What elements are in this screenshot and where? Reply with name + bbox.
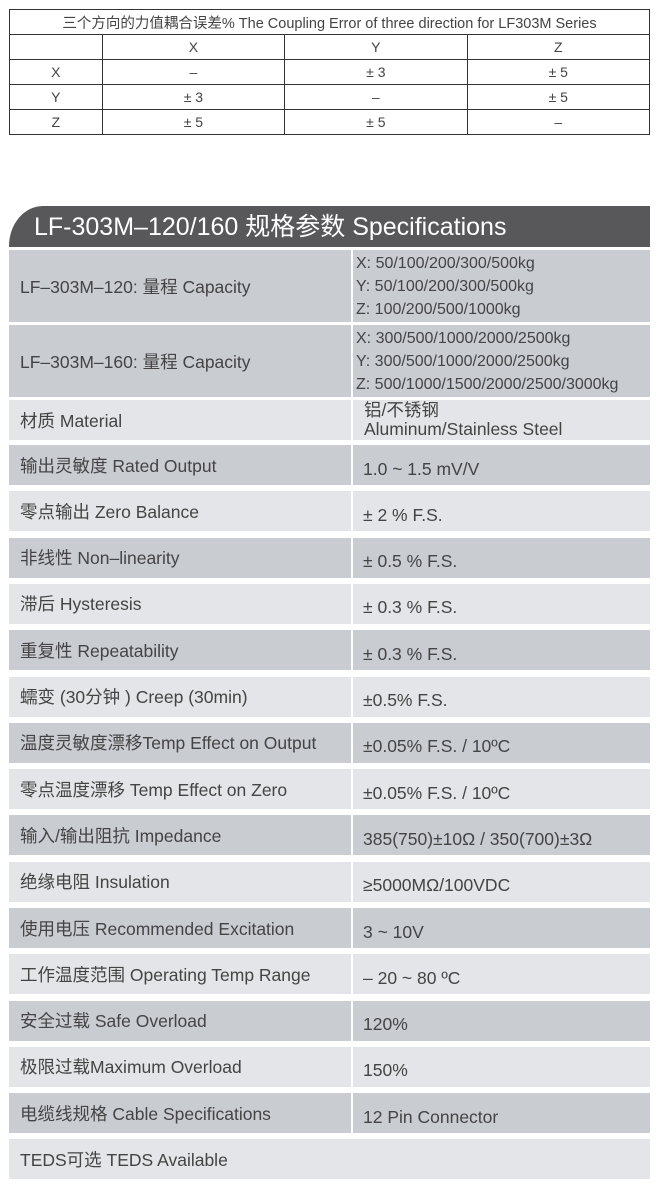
spec-row: 滞后 Hysteresis ± 0.3 % F.S. (9, 583, 650, 624)
capacity-x: X: 300/500/1000/2000/2500kg (356, 329, 571, 347)
spec-row-teds: TEDS可选 TEDS Available (9, 1139, 650, 1179)
spec-value: 3 ~ 10V (363, 921, 424, 942)
spec-label: 输出灵敏度 Rated Output (9, 445, 353, 485)
spec-row: 安全过载 Safe Overload 120% (9, 1000, 650, 1041)
spec-value: 120% (363, 1014, 408, 1035)
spec-row: 重复性 Repeatability ± 0.3 % F.S. (9, 630, 650, 671)
spec-row: 输入/输出阻抗 Impedance 385(750)±10Ω / 350(700)… (9, 815, 650, 856)
table-cell: – (284, 84, 468, 110)
coupling-table-title: 三个方向的力值耦合误差% The Coupling Error of three… (9, 9, 650, 35)
table-row: Z ± 5 ± 5 – (9, 109, 651, 135)
table-cell: ± 5 (466, 84, 651, 110)
spec-label: 温度灵敏度漂移Temp Effect on Output (9, 722, 353, 763)
spec-value: ± 0.3 % F.S. (363, 643, 458, 664)
table-cell: ± 3 (284, 59, 468, 85)
spec-row: 极限过载Maximum Overload 150% (9, 1046, 650, 1087)
spec-label: 重复性 Repeatability (9, 630, 353, 671)
header-cell: Z (466, 34, 651, 60)
capacity-y: Y: 50/100/200/300/500kg (356, 277, 534, 295)
table-cell: X (9, 59, 103, 85)
spec-label: LF–303M–120: 量程 Capacity (9, 250, 353, 322)
table-cell: Z (9, 109, 103, 135)
spec-value: ± 2 % F.S. (363, 504, 443, 525)
spec-label: 零点温度漂移 Temp Effect on Zero (9, 769, 353, 810)
spec-row: 零点输出 Zero Balance ± 2 % F.S. (9, 491, 650, 532)
coupling-error-table: 三个方向的力值耦合误差% The Coupling Error of three… (9, 9, 651, 135)
specifications-title: LF-303M–120/160 规格参数 Specifications (9, 206, 650, 247)
spec-label: 滞后 Hysteresis (9, 583, 353, 624)
material-cn: 铝/不锈钢 (364, 400, 439, 420)
spec-row: 输出灵敏度 Rated Output 1.0 ~ 1.5 mV/V (9, 445, 650, 485)
spec-row: 蠕变 (30分钟 ) Creep (30min) ±0.5% F.S. (9, 676, 650, 717)
capacity-z: Z: 100/200/500/1000kg (356, 300, 521, 318)
spec-label: 零点输出 Zero Balance (9, 491, 353, 532)
spec-row: 绝缘电阻 Insulation ≥5000MΩ/100VDC (9, 861, 650, 902)
spec-row: 零点温度漂移 Temp Effect on Zero ±0.05% F.S. / … (9, 769, 650, 810)
capacity-y: Y: 300/500/1000/2000/2500kg (356, 352, 570, 370)
header-cell (9, 34, 103, 60)
spec-value: 1.0 ~ 1.5 mV/V (363, 458, 480, 479)
spec-label: 工作温度范围 Operating Temp Range (9, 954, 353, 995)
spec-value: ≥5000MΩ/100VDC (363, 875, 511, 896)
table-row: Y ± 3 – ± 5 (9, 84, 651, 110)
table-cell: ± 5 (466, 59, 651, 85)
spec-row-capacity-120: LF–303M–120: 量程 Capacity X: 50/100/200/3… (9, 250, 650, 322)
spec-label: 蠕变 (30分钟 ) Creep (30min) (9, 676, 353, 717)
spec-row-material: 材质 Material 铝/不锈钢 Aluminum/Stainless Ste… (9, 400, 650, 440)
spec-value: ±0.05% F.S. / 10ºC (363, 782, 511, 803)
spec-label: 材质 Material (9, 400, 353, 440)
spec-row: 非线性 Non–linearity ± 0.5 % F.S. (9, 537, 650, 578)
header-cell: Y (284, 34, 468, 60)
spec-value: ±0.5% F.S. (363, 690, 448, 710)
spec-label: 绝缘电阻 Insulation (9, 861, 353, 902)
capacity-z: Z: 500/1000/1500/2000/2500/3000kg (356, 375, 619, 393)
spec-label: TEDS可选 TEDS Available (20, 1149, 228, 1170)
header-cell: X (101, 34, 286, 60)
spec-value: X: 50/100/200/300/500kg Y: 50/100/200/30… (353, 250, 650, 322)
spec-label: 使用电压 Recommended Excitation (9, 908, 353, 948)
spec-row: 电缆线规格 Cable Specifications 12 Pin Connect… (9, 1093, 650, 1134)
spec-label: 电缆线规格 Cable Specifications (9, 1093, 353, 1134)
spec-value: ± 0.3 % F.S. (363, 597, 458, 618)
spec-value: ±0.05% F.S. / 10ºC (363, 736, 511, 757)
spec-row: 工作温度范围 Operating Temp Range – 20 ~ 80 ºC (9, 954, 650, 995)
spec-value: – 20 ~ 80 ºC (363, 967, 461, 988)
table-cell: ± 3 (101, 84, 286, 110)
table-cell: Y (9, 84, 103, 110)
spec-row: 温度灵敏度漂移Temp Effect on Output ±0.05% F.S. … (9, 722, 650, 763)
table-row: X – ± 3 ± 5 (9, 59, 651, 85)
spec-row-capacity-160: LF–303M–160: 量程 Capacity X: 300/500/1000… (9, 325, 650, 397)
spec-label: LF–303M–160: 量程 Capacity (9, 325, 353, 397)
spec-value: X: 300/500/1000/2000/2500kg Y: 300/500/1… (353, 325, 650, 397)
table-cell: – (101, 59, 286, 85)
spec-label: 输入/输出阻抗 Impedance (9, 815, 353, 856)
spec-row: 使用电压 Recommended Excitation 3 ~ 10V (9, 908, 650, 948)
table-header-row: X Y Z (9, 34, 651, 60)
spec-label: 极限过载Maximum Overload (9, 1046, 353, 1087)
spec-value: 385(750)±10Ω / 350(700)±3Ω (363, 828, 593, 849)
table-cell: ± 5 (101, 109, 286, 135)
spec-value: 铝/不锈钢 Aluminum/Stainless Steel (353, 400, 650, 440)
spec-value: ± 0.5 % F.S. (363, 551, 458, 572)
capacity-x: X: 50/100/200/300/500kg (356, 254, 535, 272)
material-en: Aluminum/Stainless Steel (364, 419, 563, 439)
spec-label: 非线性 Non–linearity (9, 537, 353, 578)
spec-value: 150% (363, 1060, 408, 1081)
table-cell: – (466, 109, 651, 135)
spec-label: 安全过载 Safe Overload (9, 1000, 353, 1041)
table-cell: ± 5 (284, 109, 468, 135)
spec-value: 12 Pin Connector (363, 1106, 499, 1127)
